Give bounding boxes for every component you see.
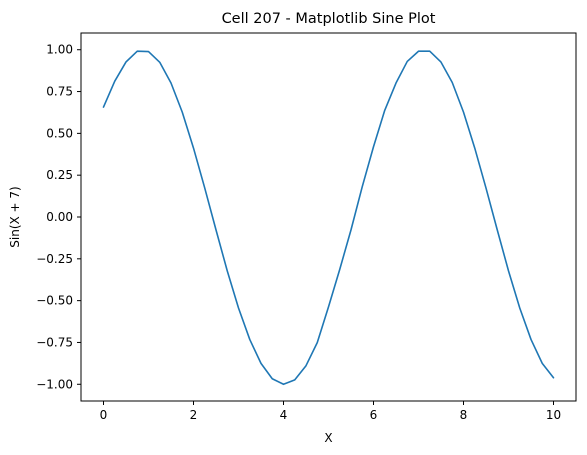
x-tick-label: 8 xyxy=(460,408,468,422)
x-axis-label: X xyxy=(324,431,332,445)
y-axis-ticks: −1.00 −0.75 −0.50 −0.25 0.00 0.25 0.50 0.75 1.00 xyxy=(36,43,81,391)
chart-title: Cell 207 - Matplotlib Sine Plot xyxy=(222,11,436,27)
x-tick-label: 0 xyxy=(100,408,108,422)
y-tick-label: 0.25 xyxy=(46,168,73,182)
x-tick-label: 10 xyxy=(546,408,561,422)
x-tick-label: 4 xyxy=(280,408,288,422)
x-tick-label: 2 xyxy=(190,408,198,422)
x-axis-ticks: 0 2 4 6 8 10 xyxy=(100,401,561,422)
y-tick-label: −0.50 xyxy=(36,294,73,308)
y-tick-label: 0.75 xyxy=(46,85,73,99)
x-tick-label: 6 xyxy=(370,408,378,422)
y-tick-label: −1.00 xyxy=(36,377,73,391)
y-tick-label: 0.50 xyxy=(46,126,73,140)
y-tick-label: −0.75 xyxy=(36,335,73,349)
y-tick-label: 1.00 xyxy=(46,43,73,57)
plot-area-frame xyxy=(80,32,577,402)
y-axis-label: Sin(X + 7) xyxy=(8,186,22,247)
y-tick-label: 0.00 xyxy=(46,210,73,224)
y-tick-label: −0.25 xyxy=(36,252,73,266)
series-line xyxy=(102,50,555,386)
